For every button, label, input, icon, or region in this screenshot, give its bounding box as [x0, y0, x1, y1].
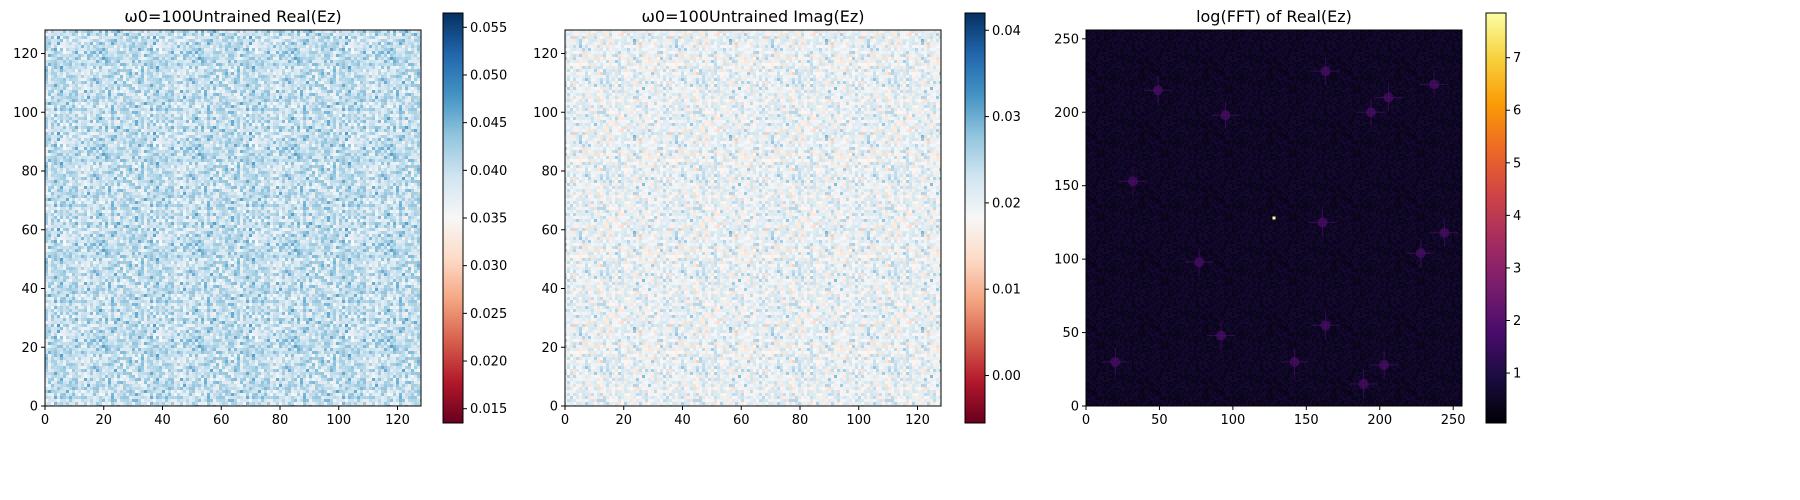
chart-title: ω0=100Untrained Imag(Ez) [642, 7, 865, 26]
colorbar-tick-label: 0.020 [470, 355, 507, 370]
colorbar-tick-label: 6 [1513, 104, 1521, 119]
colorbar-tick-label: 2 [1513, 314, 1521, 329]
colorbar-frame [964, 12, 986, 424]
y-tick-label: 60 [541, 223, 558, 238]
x-tick-label: 100 [846, 413, 871, 428]
heatmap-image [45, 30, 421, 406]
x-tick-label: 80 [272, 413, 289, 428]
x-tick-label: 0 [1082, 413, 1090, 428]
y-tick-label: 100 [533, 106, 558, 121]
chart-title: ω0=100Untrained Real(Ez) [124, 7, 341, 26]
x-tick-label: 120 [385, 413, 410, 428]
x-tick-label: 120 [905, 413, 930, 428]
colorbar-gradient [443, 13, 463, 423]
axes-frame [564, 29, 942, 407]
x-tick-label: 40 [154, 413, 171, 428]
colorbar-tick-label: 0.040 [470, 164, 507, 179]
y-tick-label: 250 [1054, 32, 1079, 47]
y-tick-label: 100 [1054, 253, 1079, 268]
colorbar-tick-label: 0.02 [992, 196, 1021, 211]
y-tick-label: 200 [1054, 106, 1079, 121]
heatmap-image [565, 30, 941, 406]
chart-title: log(FFT) of Real(Ez) [1196, 7, 1352, 26]
y-tick-label: 80 [541, 165, 558, 180]
axes-frame [1085, 29, 1463, 407]
x-tick-label: 40 [674, 413, 691, 428]
panel-2: ω0=100Untrained Imag(Ez) 0 20 40 60 80 100 120 0… [533, 7, 1021, 428]
x-tick-label: 150 [1294, 413, 1319, 428]
colorbar: 1 2 3 4 5 6 7 [1485, 12, 1521, 424]
y-tick-label: 50 [1062, 326, 1079, 341]
y-tick-label: 40 [541, 282, 558, 297]
colorbar-tick-label: 0.025 [470, 307, 507, 322]
y-tick-label: 0 [550, 400, 558, 415]
y-tick-label: 60 [21, 223, 38, 238]
y-tick-label: 80 [21, 165, 38, 180]
colorbar-tick-label: 0.04 [992, 24, 1021, 39]
x-tick-label: 100 [326, 413, 351, 428]
y-tick-label: 40 [21, 282, 38, 297]
x-tick-label: 0 [561, 413, 569, 428]
x-tick-label: 100 [1220, 413, 1245, 428]
x-tick-label: 20 [95, 413, 112, 428]
x-tick-label: 80 [792, 413, 809, 428]
colorbar-gradient [965, 13, 985, 423]
y-tick-label: 20 [541, 341, 558, 356]
colorbar-tick-label: 0.055 [470, 21, 507, 36]
colorbar: 0.015 0.020 0.025 0.030 0.035 0.040 0.045 0.050… [442, 12, 507, 424]
x-tick-label: 60 [733, 413, 750, 428]
y-tick-label: 120 [13, 47, 38, 62]
colorbar-tick-label: 0.03 [992, 110, 1021, 125]
panel-3: log(FFT) of Real(Ez) 0 50 100 150 200 250 0 50 10… [1054, 7, 1521, 428]
x-tick-label: 20 [615, 413, 632, 428]
y-tick-label: 0 [1071, 400, 1079, 415]
x-tick-label: 250 [1441, 413, 1466, 428]
panel-1: ω0=100Untrained Real(Ez) 0 20 40 60 80 100 120 0… [13, 7, 507, 428]
colorbar-tick-label: 4 [1513, 209, 1521, 224]
colorbar-tick-label: 0.030 [470, 259, 507, 274]
colorbar-tick-label: 0.050 [470, 68, 507, 83]
colorbar-frame [1485, 12, 1507, 424]
y-tick-label: 120 [533, 47, 558, 62]
colorbar-gradient [1486, 13, 1506, 423]
x-tick-label: 60 [213, 413, 230, 428]
colorbar-tick-label: 0.035 [470, 212, 507, 227]
y-tick-label: 20 [21, 341, 38, 356]
y-tick-label: 100 [13, 106, 38, 121]
colorbar-tick-label: 3 [1513, 261, 1521, 276]
colorbar-tick-label: 0.00 [992, 369, 1021, 384]
fft-center-peak [1272, 216, 1276, 220]
y-tick-label: 150 [1054, 179, 1079, 194]
x-tick-label: 0 [41, 413, 49, 428]
colorbar-tick-label: 0.01 [992, 283, 1021, 298]
colorbar-tick-label: 1 [1513, 367, 1521, 382]
colorbar-tick-label: 0.045 [470, 116, 507, 131]
colorbar-tick-label: 0.015 [470, 402, 507, 417]
colorbar-tick-label: 5 [1513, 156, 1521, 171]
x-tick-label: 50 [1151, 413, 1168, 428]
x-tick-label: 200 [1367, 413, 1392, 428]
axes-frame [44, 29, 422, 407]
colorbar-tick-label: 7 [1513, 51, 1521, 66]
y-tick-label: 0 [30, 400, 38, 415]
colorbar: 0.00 0.01 0.02 0.03 0.04 [964, 12, 1021, 424]
